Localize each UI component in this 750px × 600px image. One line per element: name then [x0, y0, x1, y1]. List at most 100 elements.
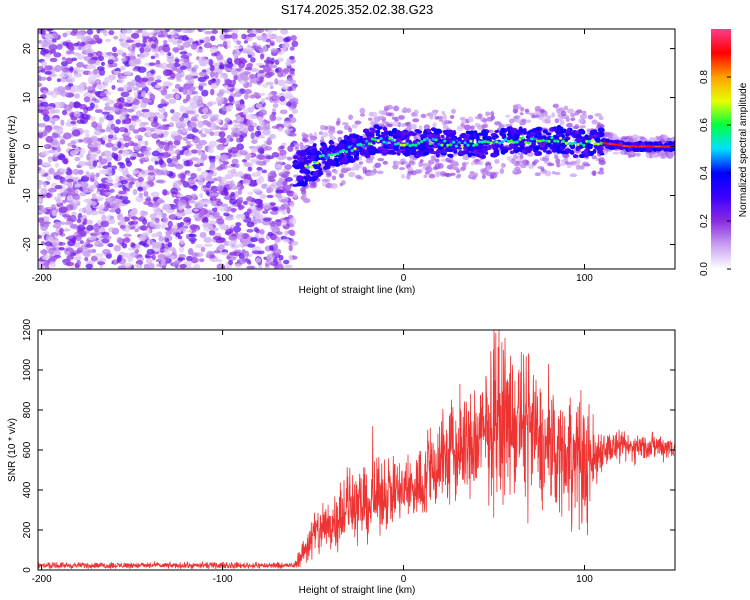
- spectrogram-noise-cell: [186, 133, 195, 140]
- spectrogram-core-cell: [567, 142, 571, 146]
- spectrogram-noise-cell: [97, 164, 102, 169]
- spectrogram-noise-cell: [282, 184, 292, 192]
- spectrogram-noise-cell: [121, 149, 130, 157]
- spectrogram-core-cell: [547, 139, 551, 143]
- spectrogram-core-cell: [318, 154, 322, 158]
- spectrogram-noise-cell: [287, 145, 294, 152]
- spectrogram-noise-cell: [59, 73, 65, 78]
- spectrogram-halo-cell: [378, 110, 385, 115]
- spectrogram-band-cell: [429, 150, 437, 155]
- spectrogram-noise-cell: [200, 127, 209, 132]
- spectrogram-halo-cell: [413, 109, 419, 115]
- spectrogram-noise-cell: [46, 76, 52, 82]
- spectrogram-noise-cell: [279, 109, 288, 115]
- spectrogram-core-cell: [579, 142, 583, 146]
- spectrogram-noise-cell: [250, 237, 258, 243]
- spectrogram-core-cell: [356, 143, 360, 147]
- spectrogram-noise-cell: [175, 72, 182, 80]
- spectrogram-halo-cell: [572, 125, 579, 130]
- spectrogram-core-cell: [535, 139, 540, 143]
- spectrogram-noise-cell: [279, 95, 286, 102]
- spectrogram-halo-cell: [443, 119, 449, 123]
- spectrogram-halo-cell: [494, 121, 502, 125]
- spectrogram-band-cell: [547, 150, 551, 154]
- spectrogram-core-cell: [408, 144, 412, 148]
- spectrogram-band-cell: [595, 145, 601, 150]
- spectrogram-core-cell: [509, 139, 514, 143]
- spectrogram-halo-cell: [575, 159, 581, 165]
- spectrogram-noise-cell: [83, 91, 93, 98]
- spectrogram-noise-cell: [288, 244, 293, 252]
- spectrogram-noise-cell: [185, 145, 191, 149]
- spectrogram-noise-cell: [59, 227, 64, 234]
- spectrogram-noise-cell: [128, 181, 133, 189]
- spectrogram-core-cell: [619, 144, 624, 147]
- spectrogram-halo-cell: [325, 170, 332, 176]
- spectrogram-halo-cell: [581, 110, 586, 115]
- spectrogram-band-cell: [470, 145, 477, 151]
- spectrogram-noise-cell: [86, 64, 93, 70]
- spectrogram-halo-cell: [636, 152, 641, 157]
- spectrogram-noise-cell: [224, 34, 230, 39]
- spectrogram-noise-cell: [39, 29, 46, 35]
- spectrogram-halo-cell: [324, 125, 329, 131]
- spectrogram-noise-cell: [88, 184, 94, 191]
- spectrogram-halo-cell: [330, 183, 338, 189]
- spectrogram-noise-cell: [197, 167, 202, 172]
- spectrogram-noise-cell: [262, 83, 269, 88]
- spectrogram-halo-cell: [430, 110, 438, 117]
- spectrogram-noise-cell: [289, 142, 296, 148]
- spectrogram-noise-cell: [87, 144, 95, 148]
- spectrogram-noise-cell: [155, 211, 163, 218]
- spectrogram-core-cell: [431, 137, 435, 141]
- spectrogram-noise-cell: [86, 85, 93, 91]
- spectrogram-core-cell: [310, 165, 314, 169]
- spectrogram-noise-cell: [239, 81, 247, 85]
- spectrogram-noise-cell: [237, 188, 243, 196]
- spectrogram-noise-cell: [41, 41, 51, 48]
- spectrogram-noise-cell: [38, 234, 42, 239]
- spectrogram-noise-cell: [241, 214, 246, 221]
- spectrogram-noise-cell: [280, 173, 289, 178]
- spectrogram-noise-cell: [201, 222, 211, 229]
- spectrogram-band-cell: [433, 142, 439, 146]
- spectrogram-band-cell: [347, 140, 353, 146]
- spectrogram-noise-cell: [46, 175, 52, 181]
- spectrogram-noise-cell: [200, 153, 208, 161]
- spectrogram-halo-cell: [598, 116, 604, 121]
- spectrogram-noise-cell: [57, 85, 66, 93]
- colorbar-tick-label: 0.4: [699, 166, 710, 180]
- spectrogram-band-cell: [369, 127, 375, 132]
- spectrogram-band-cell: [320, 147, 325, 151]
- spectrogram-noise-cell: [224, 67, 232, 72]
- spectrogram-noise-cell: [188, 98, 195, 105]
- spectrogram-noise-cell: [205, 252, 211, 259]
- spectrogram-noise-cell: [190, 116, 198, 121]
- spectrogram-band-cell: [451, 148, 457, 152]
- spectrogram-noise-cell: [48, 167, 55, 175]
- spectrogram-noise-cell: [73, 52, 81, 56]
- spectrogram-noise-cell: [249, 79, 257, 83]
- spectrogram-noise-cell: [206, 121, 212, 128]
- spectrogram-noise-cell: [121, 242, 128, 249]
- colorbar-ticks: 0.00.20.40.60.8: [699, 70, 731, 276]
- spectrogram-halo-cell: [447, 120, 453, 124]
- spectrogram-noise-cell: [275, 189, 284, 194]
- spectrogram-noise-cell: [226, 43, 231, 49]
- spectrogram-halo-cell: [541, 112, 548, 118]
- spectrogram-noise-cell: [262, 45, 268, 52]
- spectrogram-noise-cell: [275, 35, 284, 43]
- spectrogram-noise-cell: [133, 91, 138, 98]
- spectrogram-band-cell: [510, 128, 517, 132]
- spectrogram-noise-cell: [69, 66, 74, 73]
- spectrogram-noise-cell: [60, 75, 67, 83]
- spectrogram-ytick-label: 20: [22, 43, 33, 55]
- spectrogram-noise-cell: [117, 141, 122, 149]
- spectrogram-core-cell: [362, 144, 366, 148]
- spectrogram-core-cell: [321, 154, 325, 158]
- spectrogram-noise-cell: [276, 219, 282, 227]
- spectrogram-noise-cell: [259, 193, 267, 199]
- spectrogram-noise-cell: [281, 142, 287, 146]
- spectrogram-core-cell: [312, 160, 317, 164]
- spectrogram-noise-cell: [253, 91, 259, 97]
